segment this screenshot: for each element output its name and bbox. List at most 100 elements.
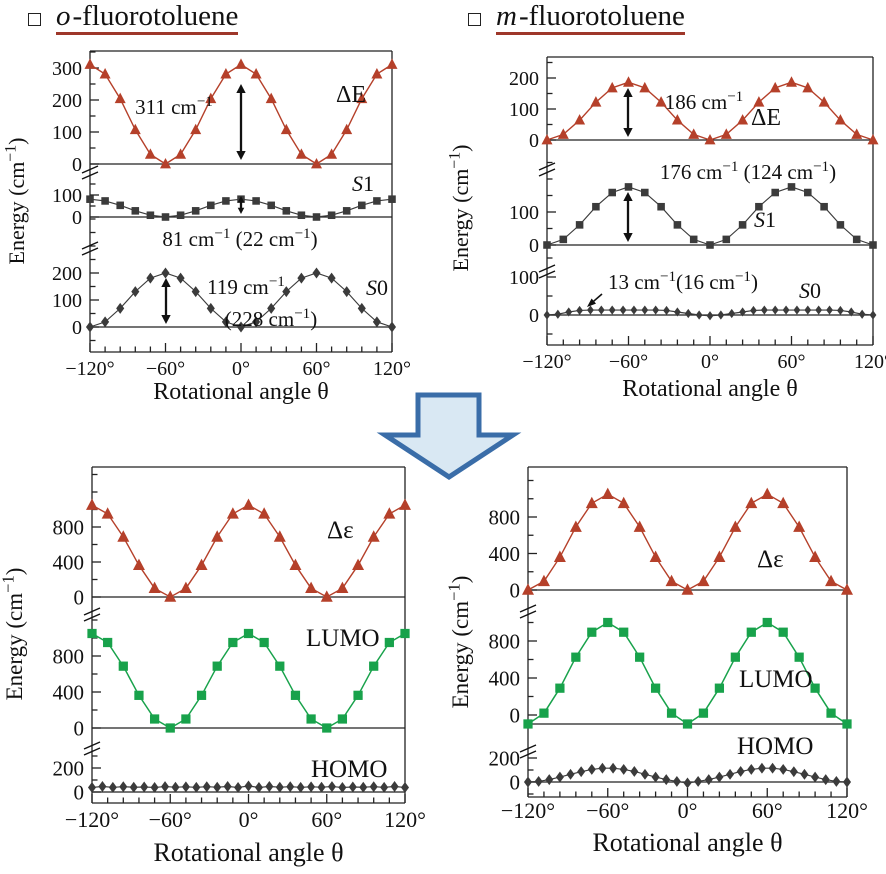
svg-text:0°: 0° bbox=[239, 807, 259, 832]
annotation-arr_dE bbox=[236, 84, 246, 160]
axis-break-icon bbox=[519, 604, 537, 613]
svg-text:0: 0 bbox=[510, 770, 521, 794]
svg-text:Energy (cm−1): Energy (cm−1) bbox=[447, 144, 473, 271]
svg-text:800: 800 bbox=[489, 629, 521, 653]
svg-text:400: 400 bbox=[489, 542, 521, 566]
series-S1 bbox=[86, 195, 396, 221]
svg-text:Energy (cm−1): Energy (cm−1) bbox=[0, 568, 27, 701]
axis-break-icon bbox=[83, 607, 101, 616]
series-dE bbox=[541, 76, 879, 145]
series-HOMO bbox=[523, 762, 852, 789]
svg-text:200: 200 bbox=[509, 68, 539, 90]
annotation-t176: 176 cm−1 (124 cm−1) bbox=[660, 159, 836, 184]
svg-text:120°: 120° bbox=[854, 351, 886, 373]
axis-break-icon bbox=[538, 162, 556, 171]
svg-text:100: 100 bbox=[52, 185, 82, 207]
svg-text:400: 400 bbox=[53, 550, 85, 574]
transform-down-arrow bbox=[376, 392, 522, 480]
svg-text:−120°: −120° bbox=[522, 351, 571, 373]
svg-text:Energy (cm−1): Energy (cm−1) bbox=[444, 576, 473, 709]
chart-o-fluorotoluene-orbitals: 0 400 800 Δε 0 400 800 LUMO 0 200 HOMO −120° −60° 0° 6… bbox=[0, 462, 455, 874]
annotation-arr_S1 bbox=[623, 192, 633, 242]
svg-text:Energy (cm−1): Energy (cm−1) bbox=[3, 137, 29, 264]
chart-m-fluorotoluene-orbitals: 0 400 800 Δε 0 400 800 LUMO 0 200 HOMO −120° −60° 0° 6… bbox=[440, 462, 886, 874]
figure-m_top: 0 100 200 ΔE 186 cm−1 0 100 S1 176 cm−1 (124 cm−… bbox=[447, 56, 886, 402]
svg-text:S0: S0 bbox=[799, 278, 821, 303]
svg-text:60°: 60° bbox=[752, 798, 783, 823]
svg-text:100: 100 bbox=[509, 267, 539, 289]
svg-text:81 cm−1 (22 cm−1): 81 cm−1 (22 cm−1) bbox=[162, 226, 317, 251]
svg-text:LUMO: LUMO bbox=[306, 625, 380, 652]
series-S0 bbox=[85, 267, 397, 333]
svg-text:120°: 120° bbox=[384, 807, 426, 832]
svg-text:Rotational angle θ: Rotational angle θ bbox=[153, 838, 343, 867]
svg-text:176 cm−1 (124 cm−1): 176 cm−1 (124 cm−1) bbox=[660, 159, 836, 184]
annotation-arr_S0 bbox=[161, 278, 171, 324]
series-S0 bbox=[543, 305, 877, 321]
series-S1 bbox=[543, 183, 877, 249]
axis-break-icon bbox=[81, 241, 99, 250]
svg-text:200: 200 bbox=[52, 263, 82, 285]
svg-text:0: 0 bbox=[510, 703, 521, 727]
svg-text:0: 0 bbox=[74, 585, 85, 609]
svg-text:800: 800 bbox=[489, 505, 521, 529]
svg-text:186 cm−1: 186 cm−1 bbox=[665, 89, 743, 114]
annotation-t228: (228 cm−1) bbox=[225, 306, 317, 331]
annotation-t13: 13 cm−1(16 cm−1) bbox=[608, 269, 758, 294]
annotation-ptr13 bbox=[587, 293, 603, 307]
axis-break-icon bbox=[538, 264, 556, 273]
svg-text:−60°: −60° bbox=[586, 798, 629, 823]
svg-text:S0: S0 bbox=[366, 275, 388, 300]
svg-text:Δε: Δε bbox=[757, 546, 784, 573]
svg-text:0°: 0° bbox=[678, 798, 698, 823]
svg-text:100: 100 bbox=[52, 122, 82, 144]
annotation-t119: 119 cm−1 bbox=[207, 274, 285, 299]
svg-text:60°: 60° bbox=[303, 358, 331, 380]
svg-text:120°: 120° bbox=[373, 358, 411, 380]
legend-o-fluorotoluene: o-fluorotoluene bbox=[28, 0, 239, 36]
axis-break-icon bbox=[83, 747, 101, 756]
svg-text:13 cm−1(16 cm−1): 13 cm−1(16 cm−1) bbox=[608, 269, 758, 294]
svg-text:Rotational angle θ: Rotational angle θ bbox=[622, 376, 797, 402]
svg-text:400: 400 bbox=[53, 680, 85, 704]
svg-text:300: 300 bbox=[52, 58, 82, 80]
annotation-arr_S1 bbox=[237, 196, 245, 214]
square-bullet-icon bbox=[28, 12, 41, 26]
svg-text:ΔE: ΔE bbox=[751, 105, 781, 131]
svg-text:0: 0 bbox=[529, 305, 539, 327]
legend-label-o: o-fluorotoluene bbox=[56, 0, 239, 36]
series-eps bbox=[522, 487, 853, 595]
svg-text:S1: S1 bbox=[754, 207, 776, 232]
svg-text:S1: S1 bbox=[352, 171, 374, 196]
series-dE bbox=[84, 58, 398, 169]
italic-prefix: m bbox=[496, 0, 517, 32]
annotation-t186: 186 cm−1 bbox=[665, 89, 743, 114]
svg-text:−120°: −120° bbox=[65, 358, 114, 380]
axis-break-icon bbox=[81, 171, 99, 180]
svg-text:0: 0 bbox=[529, 235, 539, 257]
svg-text:120°: 120° bbox=[826, 798, 868, 823]
annotation-t81: 81 cm−1 (22 cm−1) bbox=[162, 226, 317, 251]
svg-text:LUMO: LUMO bbox=[739, 666, 813, 693]
svg-text:0: 0 bbox=[529, 130, 539, 152]
svg-text:0°: 0° bbox=[232, 358, 250, 380]
svg-text:HOMO: HOMO bbox=[311, 756, 387, 783]
legend-m-fluorotoluene: m-fluorotoluene bbox=[468, 0, 685, 36]
axis-break-icon bbox=[519, 610, 537, 619]
axis-break-icon bbox=[519, 744, 537, 753]
svg-text:−120°: −120° bbox=[65, 807, 119, 832]
svg-text:−60°: −60° bbox=[149, 807, 192, 832]
axis-break-icon bbox=[81, 165, 99, 174]
svg-text:−120°: −120° bbox=[501, 798, 555, 823]
svg-text:(228 cm−1): (228 cm−1) bbox=[225, 306, 317, 331]
svg-text:0°: 0° bbox=[701, 351, 719, 373]
svg-text:ΔE: ΔE bbox=[336, 82, 366, 108]
axis-break-icon bbox=[538, 270, 556, 279]
svg-text:200: 200 bbox=[53, 756, 85, 780]
svg-text:Δε: Δε bbox=[327, 517, 354, 544]
chart-o-fluorotoluene-electronic-states: 0 100 200 300 ΔE 311 cm−1 0 100 S1 81 cm−1 (22 cm… bbox=[0, 38, 455, 410]
legend-label-m: m-fluorotoluene bbox=[496, 0, 685, 36]
italic-prefix: o bbox=[56, 0, 71, 32]
series-LUMO bbox=[523, 617, 852, 729]
